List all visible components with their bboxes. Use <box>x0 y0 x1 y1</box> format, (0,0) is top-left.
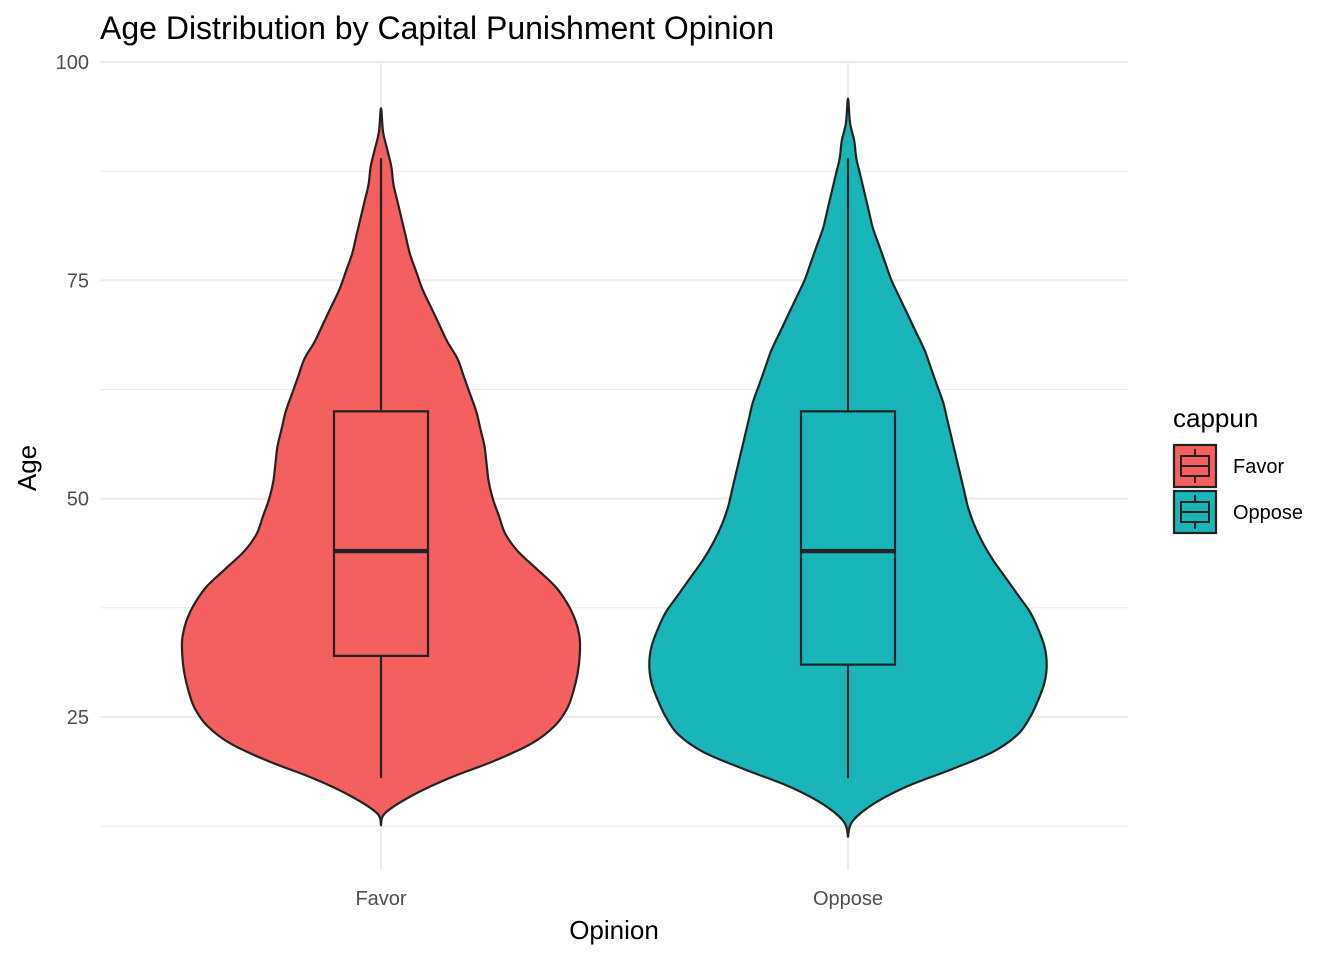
violins <box>180 97 1048 838</box>
y-axis-title: Age <box>12 445 42 491</box>
legend-title: cappun <box>1173 403 1258 433</box>
x-axis-title: Opinion <box>569 915 659 945</box>
x-tick-label-oppose: Oppose <box>813 888 883 910</box>
x-axis-ticks: Favor Oppose <box>355 888 883 910</box>
box-favor <box>332 410 430 657</box>
box-oppose <box>799 410 897 666</box>
y-tick-label-100: 100 <box>56 52 89 74</box>
y-tick-label-25: 25 <box>67 707 89 729</box>
legend: cappun Favor Oppose <box>1172 403 1303 535</box>
y-axis-ticks: 25 50 75 100 <box>56 52 89 729</box>
legend-item-favor: Favor <box>1172 443 1284 489</box>
y-tick-label-50: 50 <box>67 489 89 511</box>
x-tick-label-favor: Favor <box>355 888 406 910</box>
chart-title: Age Distribution by Capital Punishment O… <box>100 10 774 46</box>
boxplots <box>332 158 897 779</box>
y-tick-label-75: 75 <box>67 270 89 292</box>
legend-label-oppose: Oppose <box>1233 502 1303 524</box>
legend-item-oppose: Oppose <box>1172 489 1303 535</box>
legend-label-favor: Favor <box>1233 456 1284 478</box>
